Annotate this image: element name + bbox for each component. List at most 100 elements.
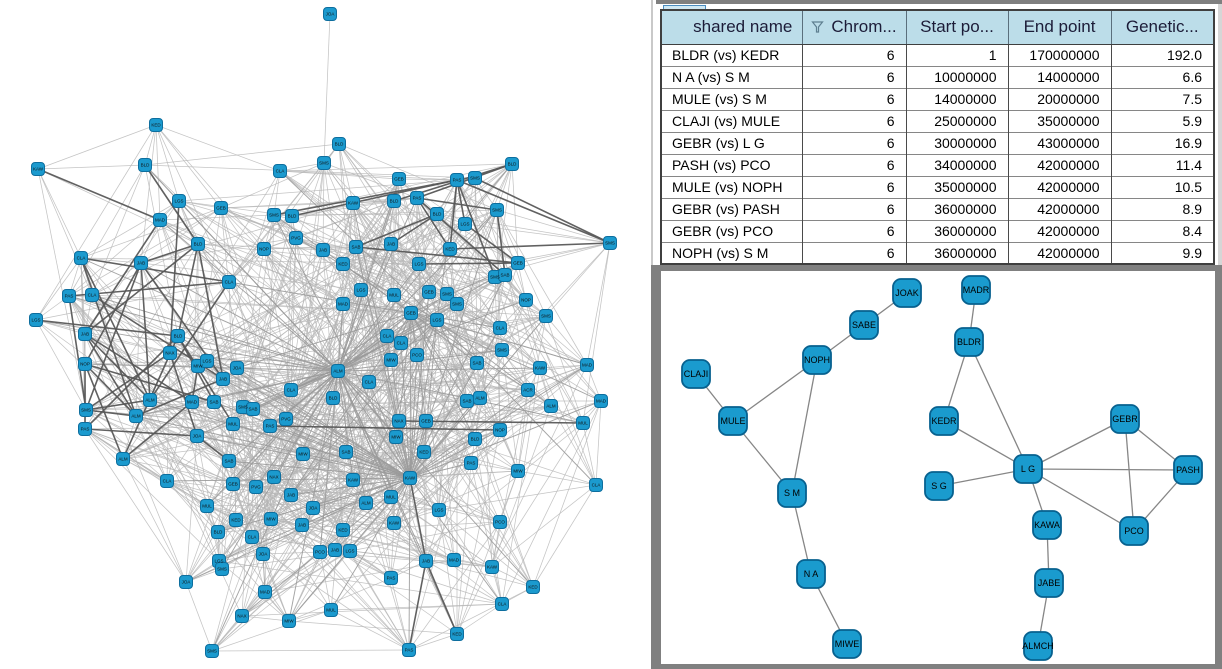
svg-text:KED: KED (151, 123, 161, 128)
svg-text:JAB: JAB (219, 377, 227, 382)
svg-text:LGS: LGS (174, 199, 183, 204)
svg-text:NAX: NAX (269, 475, 278, 480)
svg-text:CLA: CLA (163, 479, 172, 484)
svg-text:BLDR: BLDR (957, 337, 982, 347)
svg-text:MUL: MUL (389, 293, 399, 298)
svg-text:CLAJI: CLAJI (684, 369, 709, 379)
svg-text:GEB: GEB (228, 482, 238, 487)
svg-text:MAD: MAD (260, 590, 271, 595)
svg-text:MAD: MAD (187, 400, 198, 405)
svg-text:MIWE: MIWE (835, 639, 860, 649)
svg-text:JAB: JAB (137, 261, 145, 266)
svg-text:KEDR: KEDR (931, 416, 957, 426)
svg-text:SAB: SAB (248, 407, 257, 412)
svg-text:PAS: PAS (467, 461, 476, 466)
svg-text:NOPH: NOPH (804, 355, 830, 365)
svg-text:SMS: SMS (269, 213, 279, 218)
svg-text:BLD: BLD (288, 214, 298, 219)
svg-text:MAD: MAD (338, 302, 349, 307)
svg-text:KAW: KAW (535, 366, 546, 371)
svg-text:GEB: GEB (394, 177, 404, 182)
svg-text:NAX: NAX (237, 614, 246, 619)
svg-text:KED: KED (419, 450, 429, 455)
svg-text:PCO: PCO (1124, 526, 1144, 536)
svg-text:JOA: JOA (182, 580, 191, 585)
svg-text:ALM: ALM (361, 501, 371, 506)
svg-text:SAB: SAB (472, 361, 481, 366)
svg-text:BLD: BLD (329, 396, 339, 401)
svg-text:PASH: PASH (1176, 465, 1200, 475)
svg-text:MIW: MIW (513, 469, 523, 474)
svg-text:CLA: CLA (498, 602, 507, 607)
svg-text:JAB: JAB (298, 523, 306, 528)
svg-text:PAS: PAS (81, 427, 90, 432)
svg-text:MADR: MADR (963, 285, 990, 295)
svg-text:PVG: PVG (251, 485, 261, 490)
svg-text:KAW: KAW (33, 167, 44, 172)
svg-text:NOP: NOP (495, 428, 505, 433)
svg-text:LGS: LGS (460, 222, 469, 227)
svg-text:PAS: PAS (266, 424, 275, 429)
svg-text:BLD: BLD (174, 334, 184, 339)
svg-text:LGS: LGS (434, 508, 443, 513)
svg-text:ALM: ALM (131, 414, 141, 419)
svg-text:LGS: LGS (414, 262, 423, 267)
svg-text:SMS: SMS (319, 161, 329, 166)
svg-text:CLA: CLA (276, 169, 285, 174)
svg-text:JAB: JAB (422, 559, 430, 564)
svg-text:KAW: KAW (348, 201, 359, 206)
svg-text:PCO: PCO (412, 353, 422, 358)
svg-text:KAW: KAW (348, 478, 359, 483)
svg-text:ACR: ACR (523, 388, 533, 393)
svg-text:SMS: SMS (492, 208, 502, 213)
svg-text:CLA: CLA (287, 388, 296, 393)
svg-text:KED: KED (338, 528, 348, 533)
svg-text:L G: L G (1021, 464, 1035, 474)
svg-text:CLA: CLA (77, 256, 86, 261)
svg-text:MIW: MIW (284, 619, 294, 624)
svg-text:SMS: SMS (497, 348, 507, 353)
svg-text:ALM: ALM (118, 457, 128, 462)
svg-text:S G: S G (931, 481, 947, 491)
svg-text:BLD: BLD (141, 163, 151, 168)
svg-text:SAB: SAB (209, 400, 218, 405)
svg-text:KAW: KAW (389, 521, 400, 526)
svg-text:MIW: MIW (266, 517, 276, 522)
svg-text:JOA: JOA (326, 12, 335, 17)
svg-text:MAD: MAD (596, 399, 607, 404)
svg-text:PAS: PAS (453, 178, 462, 183)
svg-text:LGS: LGS (202, 359, 211, 364)
svg-text:JOA: JOA (193, 434, 202, 439)
svg-text:BLD: BLD (335, 142, 345, 147)
svg-text:SAB: SAB (462, 399, 471, 404)
svg-text:CLA: CLA (365, 380, 374, 385)
svg-text:MAD: MAD (449, 558, 460, 563)
svg-text:MUL: MUL (386, 495, 396, 500)
svg-text:ALM: ALM (475, 396, 485, 401)
svg-text:JOA: JOA (309, 506, 318, 511)
svg-text:MIW: MIW (386, 358, 396, 363)
svg-text:GEB: GEB (421, 419, 431, 424)
svg-text:ALM: ALM (546, 404, 556, 409)
svg-text:SAB: SAB (341, 450, 350, 455)
svg-text:NAX: NAX (394, 419, 403, 424)
svg-text:MUL: MUL (326, 608, 336, 613)
svg-text:BLD: BLD (194, 242, 204, 247)
svg-text:GEB: GEB (424, 290, 434, 295)
svg-text:JAB: JAB (81, 332, 89, 337)
svg-text:SAB: SAB (351, 245, 360, 250)
svg-text:SMS: SMS (490, 275, 500, 280)
svg-text:BLD: BLD (508, 162, 518, 167)
svg-text:ALM: ALM (145, 398, 155, 403)
svg-text:MAD: MAD (155, 218, 166, 223)
svg-text:JABE: JABE (1038, 578, 1061, 588)
svg-text:PAS: PAS (387, 576, 396, 581)
svg-text:ALMCH: ALMCH (1022, 641, 1054, 651)
svg-text:PCO: PCO (495, 520, 505, 525)
svg-text:JOA: JOA (233, 366, 242, 371)
svg-text:KAWA: KAWA (1034, 520, 1060, 530)
svg-text:N A: N A (804, 569, 819, 579)
svg-text:CLA: CLA (225, 280, 234, 285)
svg-text:KED: KED (528, 585, 538, 590)
svg-text:CLA: CLA (592, 483, 601, 488)
